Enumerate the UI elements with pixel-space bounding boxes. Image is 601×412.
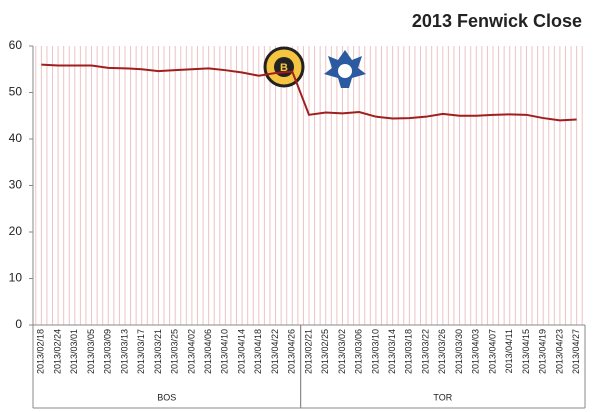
x-tick-label: 2013/03/02 [337,329,347,374]
x-tick-label: 2013/03/10 [370,329,380,374]
x-tick-label: 2013/02/24 [52,329,62,374]
x-tick-label: 2013/04/10 [220,329,230,374]
x-tick-label: 2013/04/15 [521,329,531,374]
bruins-logo: B [263,46,305,88]
x-tick-label: 2013/04/03 [471,329,481,374]
group-label: BOS [157,392,176,402]
y-tick-label: 10 [9,271,23,285]
x-tick-label: 2013/03/21 [153,329,163,374]
chart-title: 2013 Fenwick Close [412,11,582,31]
x-tick-label: 2013/04/22 [270,329,280,374]
x-tick-label: 2013/03/14 [387,329,397,374]
y-tick-label: 20 [9,224,23,238]
x-tick-label: 2013/04/27 [571,329,581,374]
x-tick-label: 2013/03/06 [354,329,364,374]
x-tick-label: 2013/02/18 [36,329,46,374]
x-tick-label: 2013/03/18 [404,329,414,374]
grid [35,46,583,325]
x-tick-label: 2013/04/19 [538,329,548,374]
y-tick-label: 40 [9,131,23,145]
y-tick-label: 30 [9,178,23,192]
x-tick-label: 2013/04/23 [554,329,564,374]
group-label: TOR [433,392,452,402]
x-tick-label: 2013/04/07 [487,329,497,374]
x-tick-label: 2013/03/25 [170,329,180,374]
x-tick-label: 2013/03/30 [454,329,464,374]
x-tick-label: 2013/03/26 [437,329,447,374]
svg-text:B: B [280,62,288,74]
x-tick-label: 2013/04/06 [203,329,213,374]
x-tick-label: 2013/04/18 [253,329,263,374]
x-tick-label: 2013/02/25 [320,329,330,374]
x-tick-label: 2013/03/22 [420,329,430,374]
y-tick-label: 0 [15,317,22,331]
data-line [41,63,577,122]
leafs-logo [324,50,366,88]
x-tick-label: 2013/04/11 [504,329,514,373]
x-tick-label: 2013/04/26 [287,329,297,374]
x-tick-label: 2013/03/05 [86,329,96,374]
x-tick-label: 2013/03/09 [103,329,113,374]
x-tick-label: 2013/04/14 [236,329,246,374]
y-tick-label: 60 [9,38,23,52]
x-tick-label: 2013/04/02 [186,329,196,374]
y-tick-label: 50 [9,85,23,99]
x-tick-label: 2013/03/17 [136,329,146,374]
x-tick-label: 2013/03/13 [119,329,129,374]
x-tick-label: 2013/03/01 [69,329,79,374]
x-tick-label: 2013/02/21 [303,329,313,374]
